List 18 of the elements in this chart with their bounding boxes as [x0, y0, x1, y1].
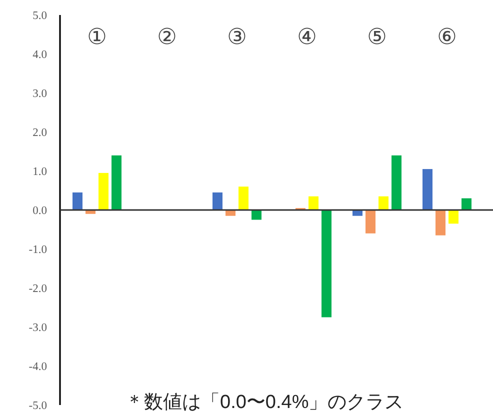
y-tick-label: 3.0 — [32, 88, 48, 100]
y-tick-label: -5.0 — [28, 400, 48, 412]
x-tick-label: ② — [157, 25, 177, 50]
y-tick-label: 2.0 — [32, 127, 48, 139]
y-tick-label: 4.0 — [32, 49, 48, 61]
y-tick-label: 0.0 — [32, 205, 48, 217]
x-tick-label: ⑥ — [437, 25, 457, 50]
y-tick-label: 1.0 — [32, 166, 48, 178]
x-tick-label: ① — [87, 25, 107, 50]
y-tick-label: -3.0 — [28, 322, 48, 334]
x-tick-label: ⑤ — [367, 25, 387, 50]
y-tick-label: 5.0 — [32, 10, 48, 22]
y-tick-label: -2.0 — [28, 283, 48, 295]
x-tick-label: ③ — [227, 25, 247, 50]
annotation: ＊数値は「0.0〜0.4%」のクラス — [125, 392, 404, 413]
y-tick-label: -1.0 — [28, 244, 48, 256]
y-tick-label: -4.0 — [28, 361, 48, 373]
x-tick-label: ④ — [297, 25, 317, 50]
